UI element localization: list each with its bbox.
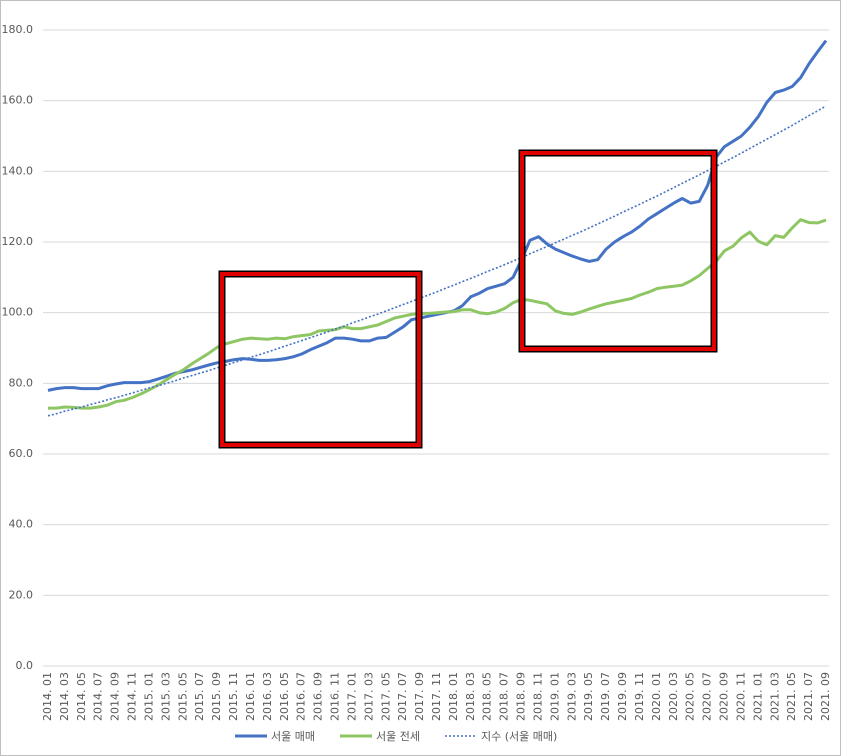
x-tick-label: 2017. 07 (396, 672, 409, 721)
highlight-box (218, 270, 423, 449)
x-tick-label: 2019. 01 (548, 672, 561, 721)
y-tick-label: 100.0 (2, 306, 34, 319)
x-tick-label: 2021. 01 (751, 672, 764, 721)
x-tick-label: 2018. 01 (447, 672, 460, 721)
x-tick-label: 2015. 05 (176, 672, 189, 721)
x-tick-label: 2019. 09 (616, 672, 629, 721)
x-tick-label: 2014. 05 (75, 672, 88, 721)
plot-area: 0.0 20.0 40.0 60.0 80.0 100.0 120.0 140.0 160.0 1… (2, 23, 833, 721)
x-tick-label: 2016. 05 (278, 672, 291, 721)
x-tick-label: 2014. 11 (126, 672, 139, 721)
x-tick-label: 2014. 07 (92, 672, 105, 721)
x-tick-label: 2021. 03 (768, 672, 781, 721)
x-tick-label: 2014. 01 (41, 672, 54, 721)
x-tick-label: 2019. 07 (599, 672, 612, 721)
x-tick-label: 2016. 03 (261, 672, 274, 721)
x-tick-label: 2016. 07 (295, 672, 308, 721)
y-tick-label: 120.0 (2, 235, 34, 248)
y-tick-label: 20.0 (9, 588, 34, 601)
x-tick-label: 2018. 11 (531, 672, 544, 721)
x-tick-label: 2021. 05 (785, 672, 798, 721)
x-tick-label: 2020. 05 (684, 672, 697, 721)
y-tick-label: 80.0 (9, 376, 34, 389)
x-tick-label: 2015. 03 (159, 672, 172, 721)
series-line (48, 218, 827, 410)
x-tick-label: 2016. 11 (329, 672, 342, 721)
x-tick-label: 2021. 09 (819, 672, 832, 721)
x-tick-label: 2016. 09 (312, 672, 325, 721)
y-tick-label: 60.0 (9, 447, 34, 460)
x-tick-label: 2015. 01 (142, 672, 155, 721)
x-tick-label: 2018. 05 (481, 672, 494, 721)
x-tick-label: 2019. 03 (565, 672, 578, 721)
x-tick-label: 2015. 09 (210, 672, 223, 721)
highlight-box (518, 149, 718, 353)
x-tick-label: 2015. 07 (193, 672, 206, 721)
x-tick-label: 2020. 11 (734, 672, 747, 721)
y-tick-label: 140.0 (2, 164, 34, 177)
x-tick-label: 2019. 05 (582, 672, 595, 721)
legend-label: 서울 전세 (376, 730, 420, 743)
x-tick-label: 2018. 07 (498, 672, 511, 721)
x-tick-label: 2020. 01 (650, 672, 663, 721)
x-tick-label: 2017. 03 (362, 672, 375, 721)
x-tick-label: 2019. 11 (633, 672, 646, 721)
y-tick-label: 160.0 (2, 94, 34, 107)
x-tick-label: 2017. 09 (413, 672, 426, 721)
x-tick-label: 2014. 03 (58, 672, 71, 721)
x-tick-label: 2020. 07 (701, 672, 714, 721)
x-tick-label: 2017. 05 (379, 672, 392, 721)
y-tick-label: 40.0 (9, 518, 34, 531)
x-tick-label: 2017. 01 (345, 672, 358, 721)
x-tick-label: 2014. 09 (109, 672, 122, 721)
x-tick-label: 2020. 03 (667, 672, 680, 721)
x-tick-label: 2018. 09 (515, 672, 528, 721)
x-tick-label: 2016. 01 (244, 672, 257, 721)
x-tick-label: 2020. 09 (718, 672, 731, 721)
series-line (47, 105, 827, 417)
y-tick-label: 180.0 (2, 23, 34, 36)
legend-label: 서울 매매 (271, 730, 315, 743)
y-tick-label: 0.0 (16, 659, 34, 672)
x-tick-label: 2018. 03 (464, 672, 477, 721)
legend-label: 지수 (서울 매매) (481, 730, 557, 743)
x-tick-label: 2017. 11 (430, 672, 443, 721)
x-tick-label: 2015. 11 (227, 672, 240, 721)
x-tick-label: 2021. 07 (802, 672, 815, 721)
